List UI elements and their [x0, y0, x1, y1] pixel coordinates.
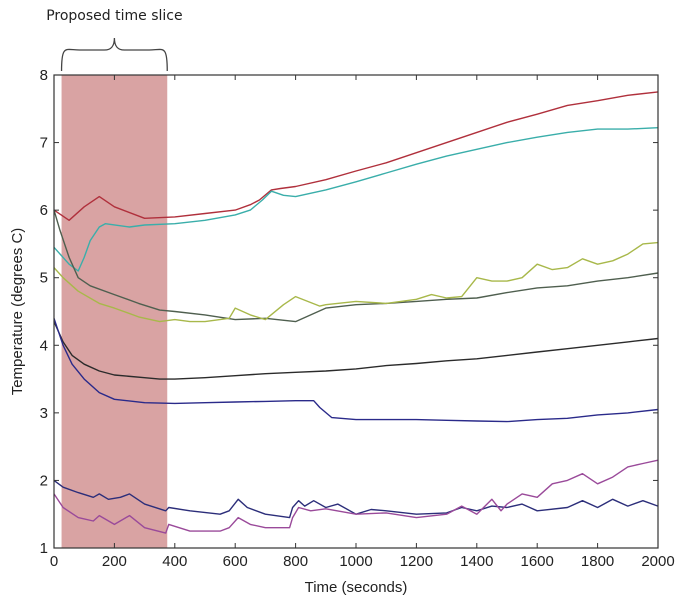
series-line-yellow-green	[53, 241, 659, 323]
series-line-red	[53, 91, 659, 222]
x-axis-ticks: 0 200 400 600 800 1000 1200 1400 1600 1800 2000	[50, 75, 675, 570]
series-line-black	[53, 321, 659, 380]
x-tick-label: 400	[162, 553, 187, 570]
time-slice-shade	[61, 75, 168, 548]
x-tick-label: 800	[283, 553, 308, 570]
series-line-purple	[53, 459, 659, 534]
y-tick-label: 1	[40, 540, 48, 557]
y-tick-label: 3	[40, 405, 48, 422]
x-tick-label: 0	[50, 553, 58, 570]
series-line-navy-low	[53, 479, 659, 519]
annotation-text: Proposed time slice	[46, 8, 182, 24]
y-tick-label: 7	[40, 135, 48, 152]
y-tick-label: 4	[40, 337, 48, 354]
x-tick-label: 1000	[339, 553, 372, 570]
brace-annotation	[60, 37, 168, 72]
x-tick-label: 1400	[460, 553, 493, 570]
series-line-cyan	[53, 127, 659, 272]
y-axis-ticks: 1 2 3 4 5 6 7 8	[40, 67, 658, 557]
y-tick-label: 8	[40, 67, 48, 84]
x-tick-label: 1600	[521, 553, 554, 570]
series-line-dark-green	[53, 209, 659, 323]
x-axis-label: Time (seconds)	[305, 579, 408, 596]
x-tick-label: 1200	[400, 553, 433, 570]
x-tick-label: 600	[223, 553, 248, 570]
y-tick-label: 2	[40, 472, 48, 489]
y-axis-label: Temperature (degrees C)	[9, 228, 26, 396]
y-tick-label: 5	[40, 270, 48, 287]
series-layer	[53, 91, 659, 534]
x-tick-label: 200	[102, 553, 127, 570]
y-tick-label: 6	[40, 202, 48, 219]
x-tick-label: 1800	[581, 553, 614, 570]
x-tick-label: 2000	[641, 553, 674, 570]
series-line-navy	[53, 318, 659, 423]
